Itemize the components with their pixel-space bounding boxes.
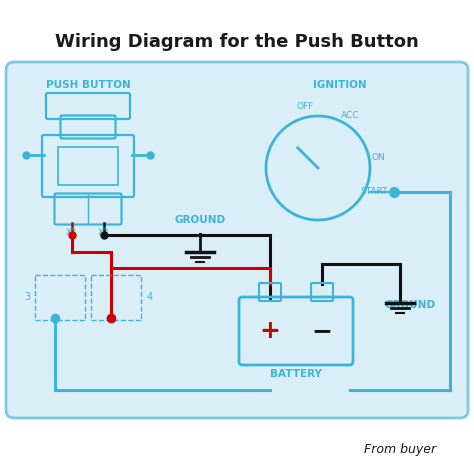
Text: X1: X1 — [66, 228, 78, 237]
Bar — [58, 147, 118, 185]
Text: From buyer: From buyer — [364, 444, 436, 456]
FancyBboxPatch shape — [6, 62, 468, 418]
Text: GROUND: GROUND — [384, 300, 436, 310]
Text: +: + — [260, 319, 281, 343]
Text: 4: 4 — [147, 292, 153, 302]
Text: PUSH BUTTON: PUSH BUTTON — [46, 80, 130, 90]
Bar — [91, 275, 141, 320]
Text: Wiring Diagram for the Push Button: Wiring Diagram for the Push Button — [55, 33, 419, 51]
Text: IGNITION: IGNITION — [313, 80, 367, 90]
Text: START: START — [360, 188, 388, 197]
Text: −: − — [311, 319, 332, 343]
Text: OFF: OFF — [296, 101, 314, 110]
Text: X2: X2 — [98, 228, 110, 237]
Text: 3: 3 — [24, 292, 30, 302]
Text: GROUND: GROUND — [174, 215, 226, 225]
Text: ON: ON — [371, 154, 385, 163]
Bar — [35, 275, 85, 320]
Text: ACC: ACC — [341, 110, 359, 119]
Text: BATTERY: BATTERY — [270, 369, 322, 379]
